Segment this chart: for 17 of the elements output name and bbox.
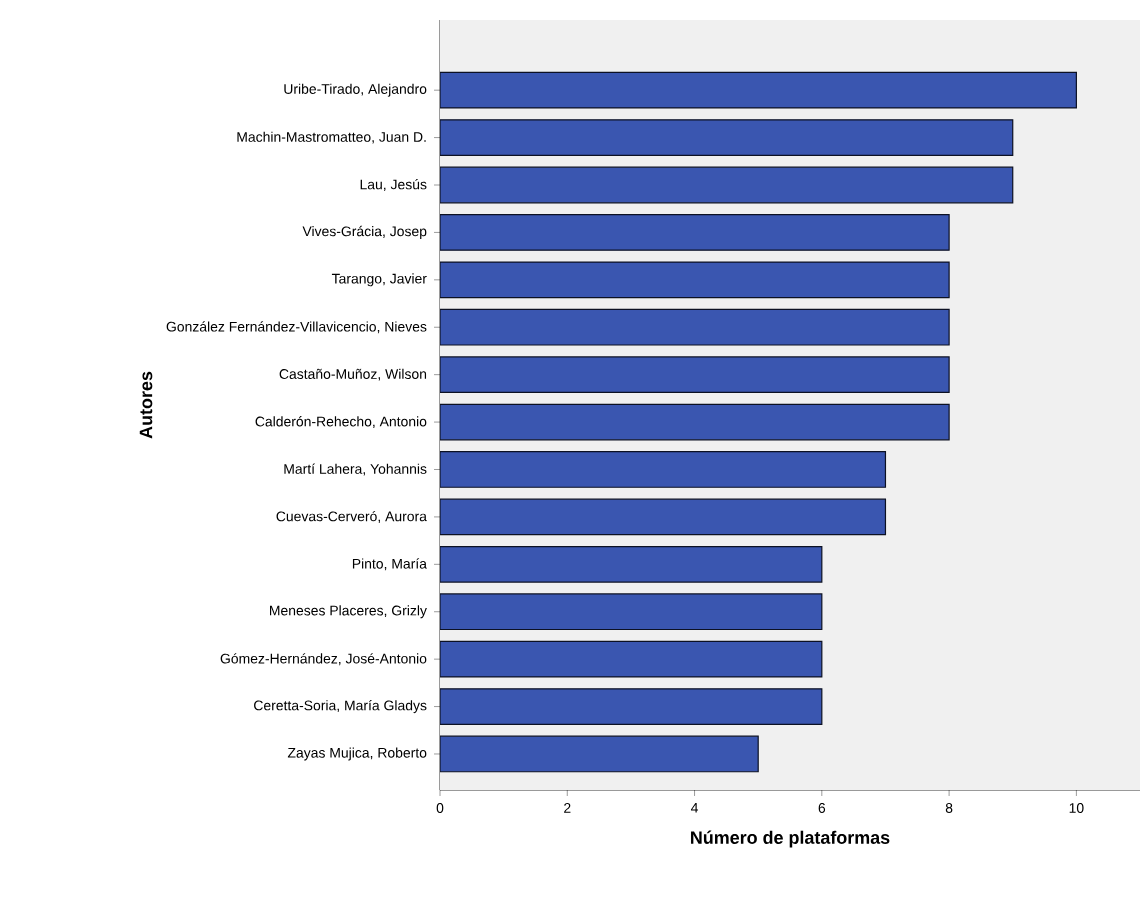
bar xyxy=(440,403,950,441)
bar xyxy=(440,688,823,725)
bar xyxy=(440,166,1014,204)
bar xyxy=(440,308,950,346)
bar xyxy=(440,498,887,536)
bar xyxy=(440,735,759,773)
bar xyxy=(440,451,887,488)
bar xyxy=(440,71,1077,109)
bar xyxy=(440,214,950,251)
bar xyxy=(440,545,823,583)
x-axis-title: Número de plataformas xyxy=(691,830,890,848)
bar xyxy=(440,593,823,631)
bar xyxy=(440,356,950,394)
bar xyxy=(440,119,1014,156)
y-axis-title: Autores xyxy=(139,371,153,439)
bar xyxy=(440,640,823,678)
bar xyxy=(440,261,950,299)
